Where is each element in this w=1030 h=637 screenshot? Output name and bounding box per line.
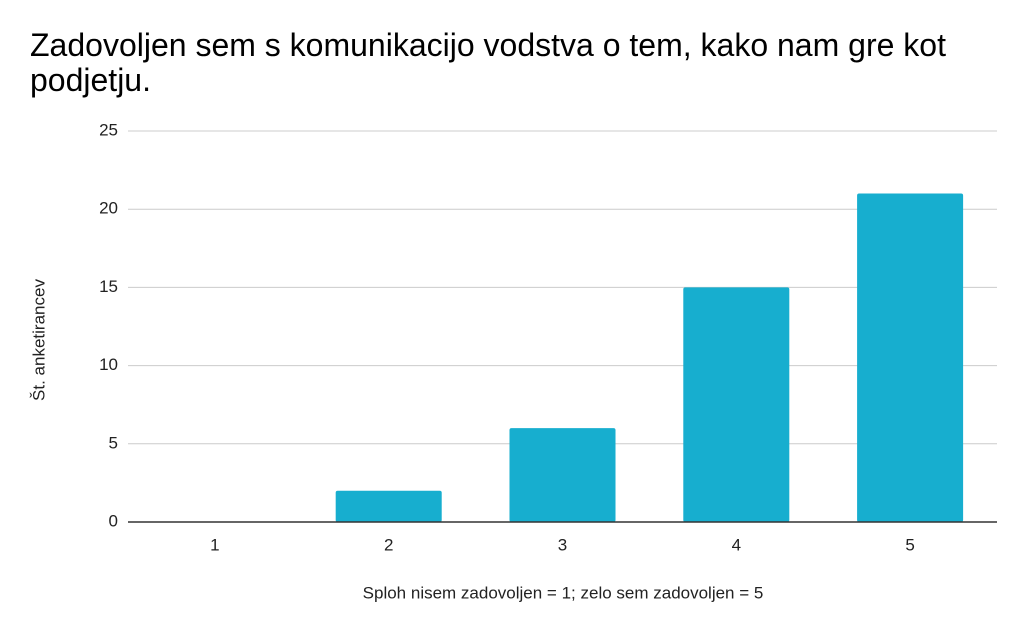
y-axis-title: Št. anketirancev xyxy=(29,279,48,401)
y-tick-label: 0 xyxy=(109,511,118,530)
x-tick-label: 2 xyxy=(384,535,393,554)
y-tick-label: 5 xyxy=(109,433,118,452)
bar xyxy=(335,490,442,522)
bar xyxy=(509,428,616,522)
x-tick-label: 3 xyxy=(558,535,567,554)
y-tick-label: 25 xyxy=(99,120,118,139)
x-axis-title: Sploh nisem zadovoljen = 1; zelo sem zad… xyxy=(363,583,764,602)
y-tick-label: 15 xyxy=(99,277,118,296)
chart-title: Zadovoljen sem s komunikacijo vodstva o … xyxy=(30,27,946,98)
y-tick-label: 10 xyxy=(99,355,118,374)
x-tick-label: 5 xyxy=(905,535,914,554)
x-tick-label: 1 xyxy=(210,535,219,554)
y-tick-label: 20 xyxy=(99,199,118,218)
bar xyxy=(683,287,790,522)
x-tick-label: 4 xyxy=(732,535,741,554)
bar xyxy=(857,193,964,522)
